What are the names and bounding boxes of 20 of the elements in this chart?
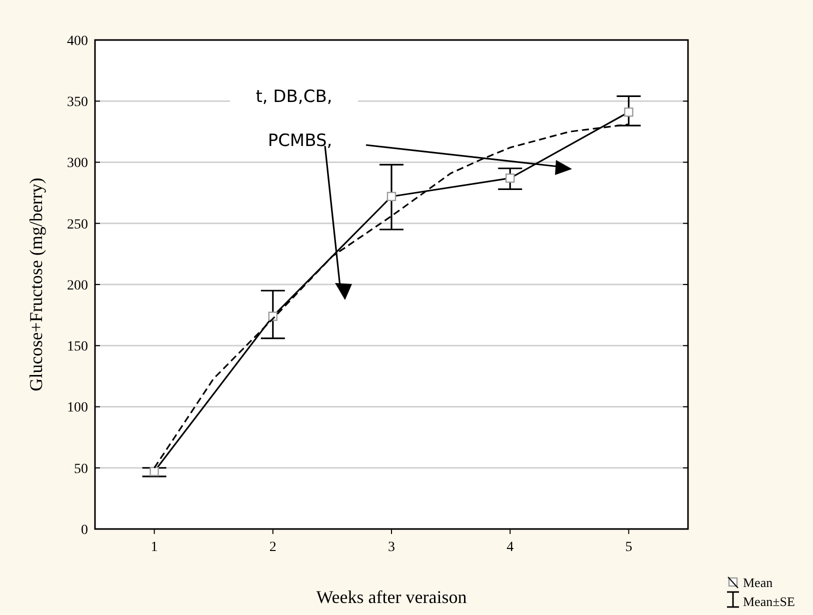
- y-tick-label: 0: [81, 522, 88, 538]
- x-tick-label: 5: [625, 540, 632, 555]
- y-tick-label: 200: [67, 278, 88, 294]
- x-tick-label: 4: [506, 540, 514, 555]
- y-tick-label: 150: [67, 340, 88, 355]
- y-tick-label: 400: [67, 34, 88, 49]
- legend-label: Mean: [743, 575, 774, 590]
- y-tick-label: 50: [74, 462, 88, 477]
- annotation: t, DB,CB,: [256, 87, 332, 107]
- text: Mean±SE: [743, 594, 795, 609]
- x-tick-label: 2: [269, 540, 276, 555]
- y-tick-label: 300: [67, 156, 88, 172]
- y-tick-label: 250: [67, 217, 88, 232]
- y-tick-label: 100: [67, 400, 88, 416]
- x-axis-title: Weeks after veraison: [316, 587, 467, 607]
- x-tick-label: 1: [150, 540, 158, 555]
- annotation: PCMBS,: [268, 131, 332, 151]
- y-axis-title: Glucose+Fructose (mg/berry): [26, 178, 46, 392]
- y-tick-label: 350: [67, 95, 88, 110]
- x-tick-label: 3: [388, 540, 395, 555]
